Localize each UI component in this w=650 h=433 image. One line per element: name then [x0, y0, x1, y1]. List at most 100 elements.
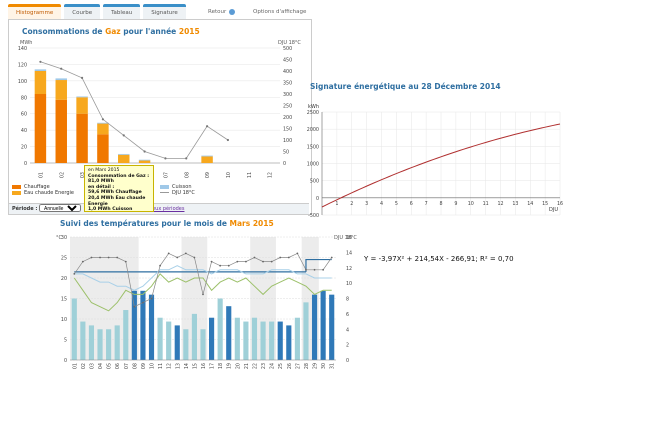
legend-label: Cuisson: [172, 184, 192, 190]
gas-legend: Chauffage Eau chaude Energie: [12, 184, 74, 196]
signature-curve: [321, 123, 561, 208]
y-tick-label: 5: [64, 338, 67, 344]
tooltip-line: Energie: [88, 201, 108, 207]
max-temp-point: [296, 252, 299, 255]
y2-tick-label: 50: [283, 150, 289, 156]
max-temp-point: [210, 260, 213, 263]
dju-bar: [191, 313, 197, 360]
max-temp-point: [305, 268, 307, 271]
dju-bar: [140, 290, 146, 360]
max-temp-point: [90, 256, 93, 259]
x-tick-label: 17: [210, 363, 216, 369]
x-tick-label: 04: [98, 363, 104, 369]
swatch: [12, 184, 21, 189]
dju-bar: [71, 298, 77, 360]
tooltip-line: Consommation de Gaz :: [88, 173, 150, 179]
x-tick-label: 10: [150, 363, 156, 369]
dju-point: [39, 60, 42, 63]
gas-legend-right: Cuisson DJU 18°C: [160, 184, 195, 196]
y-tick-label: 2500: [307, 110, 319, 116]
retour-link[interactable]: Retour: [208, 9, 236, 15]
x-tick-label: 21: [244, 363, 250, 369]
x-tick-label: 3: [365, 201, 368, 207]
max-temp-point: [245, 260, 247, 263]
max-temp-point: [262, 260, 264, 263]
tab-histogramme[interactable]: Histogramme: [8, 4, 62, 21]
max-temp-point: [176, 256, 179, 259]
tab-courbe[interactable]: Courbe: [64, 4, 101, 21]
y-tick-label: 0: [316, 196, 319, 202]
y-tick-label: 25: [61, 256, 67, 262]
gas-bar-chart: MWh DJU 18°C02040608010012014005010015020…: [18, 40, 302, 178]
dju-bar: [217, 298, 223, 360]
tab-tableau[interactable]: Tableau: [103, 4, 141, 21]
title-month: Mars: [229, 219, 251, 228]
x-tick-label: 25: [278, 363, 284, 369]
y-unit-left: °C: [56, 235, 63, 241]
x-tick-label: 18: [218, 363, 224, 369]
bar-eau-chaude: [97, 123, 109, 135]
max-temp-point: [322, 268, 325, 271]
options-link[interactable]: Options d'affichage: [253, 9, 306, 15]
bar-eau-chaude: [76, 97, 88, 114]
dju-bar: [131, 290, 137, 360]
x-tick-label: 07: [124, 363, 130, 369]
tab-signature[interactable]: Signature: [143, 4, 186, 21]
max-temp-point: [253, 256, 256, 259]
bar-eau-chaude: [118, 154, 130, 163]
x-tick-label: 09: [141, 363, 147, 369]
y2-tick-label: 400: [283, 69, 292, 75]
x-tick-label: 12: [268, 172, 274, 178]
y-tick-label: 15: [61, 297, 67, 303]
x-tick-label: 30: [321, 363, 327, 369]
y2-tick-label: 500: [283, 46, 292, 52]
bar-eau-chaude: [138, 160, 151, 163]
consumption-tooltip: en Mars 2015 Consommation de Gaz : 81,0 …: [84, 165, 154, 212]
x-tick-label: 24: [270, 363, 276, 369]
bar-cuisson: [97, 122, 109, 124]
max-temp-point: [193, 256, 196, 259]
swatch: [12, 190, 21, 195]
period-select[interactable]: Annuelle: [38, 204, 81, 212]
max-temp-point: [150, 297, 153, 300]
x-tick-label: 02: [81, 363, 87, 369]
dju-bar: [260, 321, 266, 360]
y-tick-label: 0: [64, 358, 67, 364]
max-temp-point: [279, 256, 282, 259]
x-tick-label: 01: [38, 172, 44, 178]
x-tick-label: 4: [380, 201, 383, 207]
legend-eau: Eau chaude Energie: [12, 190, 74, 196]
dju-bar: [80, 321, 86, 360]
max-temp-point: [107, 256, 110, 259]
period-bar: Période : Annuelle Comparer deux période…: [9, 203, 309, 214]
y-tick-label: 40: [21, 128, 27, 134]
swatch: [160, 192, 169, 193]
x-tick-label: 02: [59, 172, 65, 178]
bar-chauffage: [34, 94, 47, 163]
dju-bar: [226, 306, 232, 360]
legend-cuisson: Cuisson: [160, 184, 195, 190]
swatch: [160, 184, 169, 189]
dju-bar: [157, 317, 163, 360]
max-temp-point: [227, 264, 230, 267]
outdoor-temp-line: [73, 273, 332, 312]
dju-bar: [209, 317, 215, 360]
x-tick-label: 06: [115, 363, 121, 369]
x-tick-label: 11: [158, 363, 164, 369]
x-tick-label: 16: [201, 363, 207, 369]
y2-tick-label: 100: [283, 138, 292, 144]
bar-eau-chaude: [201, 156, 213, 163]
dju-point: [80, 76, 84, 79]
x-tick-label: 05: [107, 363, 113, 369]
dju-point: [185, 157, 188, 160]
y-tick-label: 30: [61, 235, 67, 241]
x-tick-label: 10: [226, 172, 232, 178]
y-tick-label: 10: [61, 317, 67, 323]
y-tick-label: 1500: [307, 144, 319, 150]
bar-cuisson: [118, 153, 130, 155]
x-tick-label: 03: [89, 363, 95, 369]
dju-point: [60, 67, 63, 70]
dju-bar: [88, 325, 95, 360]
signature-title: Signature énergétique au 28 Décembre 201…: [310, 82, 501, 91]
